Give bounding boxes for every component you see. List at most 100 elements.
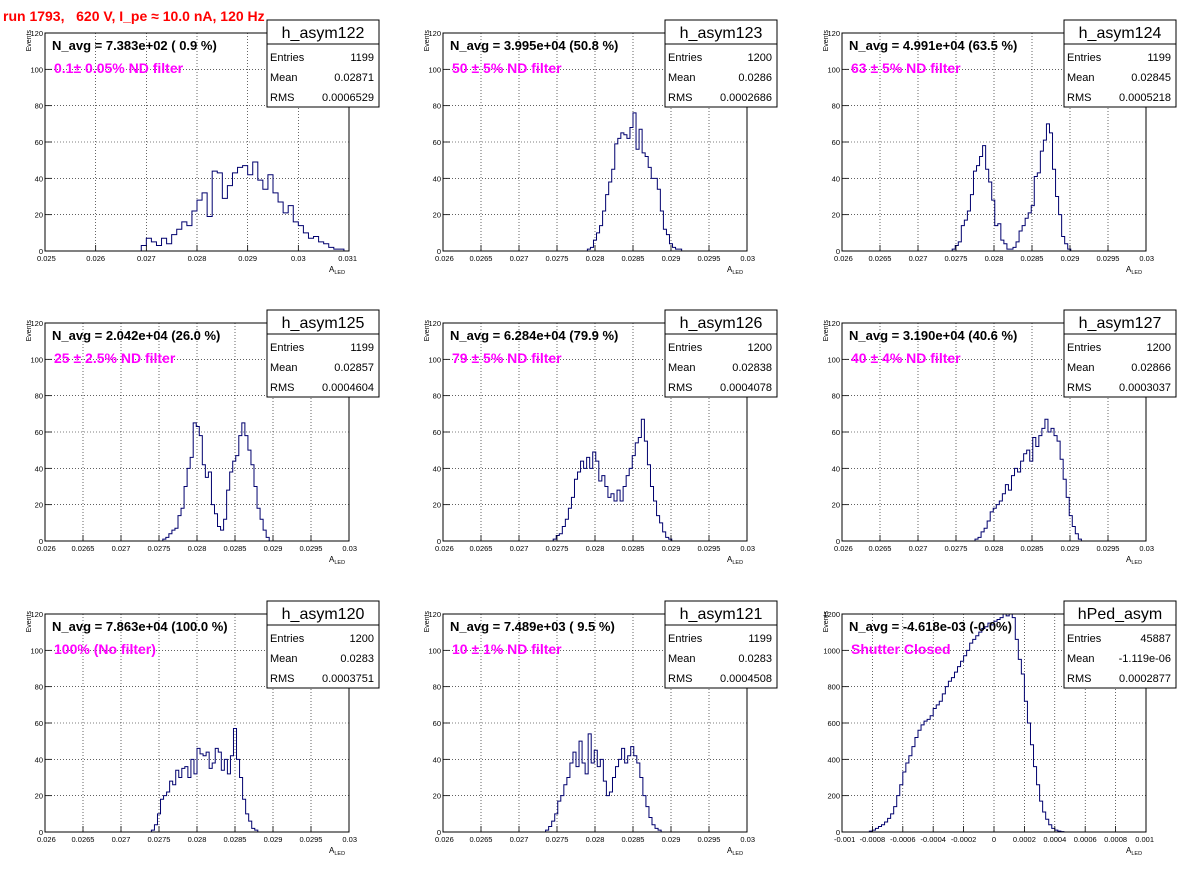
navg-label: N_avg = 7.489e+03 ( 9.5 %) (450, 619, 615, 634)
stat-box (266, 333, 380, 398)
x-tick-label: 0.0295 (698, 544, 721, 553)
stat-value: 0.0286 (738, 72, 772, 84)
y-tick-label: 20 (35, 501, 43, 510)
y-tick-label: 80 (433, 102, 441, 111)
y-tick-label: 100 (428, 65, 441, 74)
stat-key: RMS (1067, 673, 1091, 685)
histogram-line (162, 422, 270, 541)
y-tick-label: 0 (836, 537, 840, 546)
navg-label: N_avg = 2.042e+04 (26.0 %) (52, 328, 220, 343)
x-axis-label: ALED (329, 846, 345, 857)
stat-title: hPed_asym (1078, 606, 1163, 623)
x-tick-label: 0.03 (1139, 254, 1154, 263)
stat-box (664, 43, 778, 108)
x-axis-label-main: A (727, 846, 733, 855)
y-tick-label: 20 (35, 211, 43, 220)
histogram-h_asym122: 0.025 0.026 0.027 0.028 0.029 0.03 0.031 0 20 40 6… (26, 19, 380, 276)
x-tick-label: 0.03 (291, 254, 306, 263)
stat-title-box (266, 600, 380, 626)
stat-value: 0.0005218 (1119, 92, 1171, 104)
stat-box (1063, 333, 1177, 398)
x-tick-label: 0.026 (435, 835, 454, 844)
x-tick-label: 0.026 (435, 544, 454, 553)
y-tick-label: 20 (35, 792, 43, 801)
x-tick-label: 0.0285 (224, 835, 247, 844)
stat-value: 1199 (350, 52, 374, 64)
x-tick-label: 0.027 (909, 254, 928, 263)
stat-title: h_asym125 (282, 315, 365, 332)
x-axis-label: ALED (727, 555, 743, 566)
stat-value: 0.0283 (340, 653, 374, 665)
y-tick-label: 20 (433, 501, 441, 510)
filter-label: 0.1± 0.05% ND filter (54, 60, 184, 76)
y-tick-label: 200 (827, 792, 840, 801)
x-tick-label: 0.0265 (470, 835, 493, 844)
stat-title: h_asym121 (680, 606, 763, 623)
stat-key: Mean (1067, 362, 1095, 374)
stat-key: Entries (1067, 342, 1102, 354)
y-tick-label: 120 (30, 29, 43, 38)
stat-box (266, 624, 380, 689)
histogram-pad-h_asym123: 0.026 0.0265 0.027 0.0275 0.028 0.0285 0.029 0.… (398, 0, 796, 290)
histogram-line (951, 123, 1072, 251)
y-tick-label: 100 (827, 65, 840, 74)
y-tick-label: 100 (428, 355, 441, 364)
stat-key: Mean (270, 653, 298, 665)
stat-value: 0.0004604 (322, 382, 374, 394)
stat-value: 1199 (1147, 52, 1171, 64)
x-tick-label: -0.0008 (860, 835, 885, 844)
y-tick-label: 100 (30, 355, 43, 364)
y-tick-label: 80 (832, 392, 840, 401)
stat-box (266, 43, 380, 108)
y-tick-label: 0 (437, 247, 441, 256)
x-tick-label: 0.0275 (546, 254, 569, 263)
stat-value: 0.0004078 (720, 382, 772, 394)
y-tick-label: 0 (836, 828, 840, 837)
stat-box (664, 624, 778, 689)
x-tick-label: 0.0004 (1043, 835, 1066, 844)
x-axis-label: ALED (329, 265, 345, 276)
stat-value: 1200 (748, 342, 772, 354)
stat-key: Mean (668, 362, 696, 374)
x-tick-label: 0.027 (909, 544, 928, 553)
stat-value: 1200 (350, 633, 374, 645)
y-tick-label: 0 (437, 828, 441, 837)
navg-label: N_avg = 7.863e+04 (100.0 %) (52, 619, 228, 634)
y-axis-label: Events (424, 30, 431, 52)
x-axis-label-main: A (727, 555, 733, 564)
y-tick-label: 120 (30, 319, 43, 328)
x-tick-label: -0.0006 (890, 835, 915, 844)
stat-key: Mean (1067, 653, 1095, 665)
y-tick-label: 80 (433, 683, 441, 692)
y-tick-label: 0 (39, 247, 43, 256)
filter-label: 40 ± 4% ND filter (851, 350, 961, 366)
stat-title: h_asym126 (680, 315, 763, 332)
histogram-pad-hPed_asym: -0.001 -0.0008 -0.0006 -0.0004 -0.0002 0 0.000… (797, 581, 1195, 871)
x-axis-label-main: A (1126, 265, 1132, 274)
filter-label: 63 ± 5% ND filter (851, 60, 961, 76)
y-tick-label: 0 (836, 247, 840, 256)
y-axis-label: Events (424, 320, 431, 342)
stat-key: Mean (1067, 72, 1095, 84)
histogram-h_asym127: 0.026 0.0265 0.027 0.0275 0.028 0.0285 0.029 0.… (823, 309, 1177, 566)
x-axis-label-main: A (329, 846, 335, 855)
x-tick-label: -0.0002 (951, 835, 976, 844)
x-tick-label: 0.029 (238, 254, 257, 263)
y-tick-label: 800 (827, 683, 840, 692)
histogram-line (586, 112, 683, 251)
x-axis-label-sub: LED (334, 270, 345, 276)
navg-label: N_avg = 4.991e+04 (63.5 %) (849, 38, 1017, 53)
x-axis-label: ALED (727, 846, 743, 857)
histogram-line (552, 418, 673, 541)
x-tick-label: 0.026 (834, 254, 853, 263)
y-tick-label: 60 (433, 719, 441, 728)
y-tick-label: 0 (437, 537, 441, 546)
stat-value: 0.02871 (334, 72, 374, 84)
y-tick-label: 600 (827, 719, 840, 728)
y-tick-label: 100 (30, 65, 43, 74)
histogram-line (974, 418, 1082, 541)
stat-key: RMS (668, 673, 692, 685)
x-tick-label: 0.0275 (945, 544, 968, 553)
x-axis-label-sub: LED (1131, 560, 1142, 566)
